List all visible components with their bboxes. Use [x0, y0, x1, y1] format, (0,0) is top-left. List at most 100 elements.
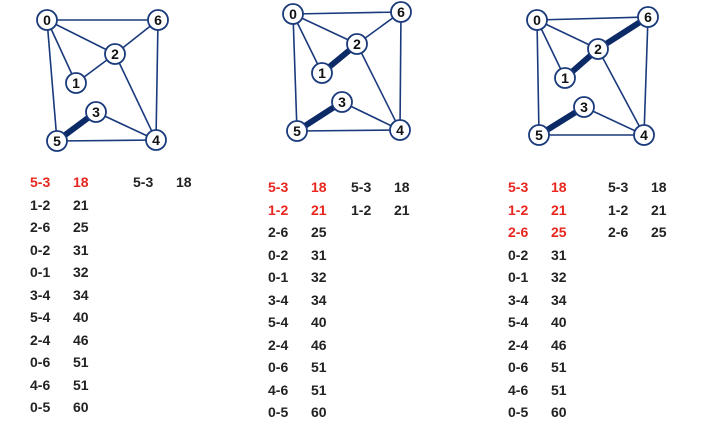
edge-name: 0-1: [268, 269, 289, 285]
node-6: 6: [390, 1, 412, 23]
node-3: 3: [573, 96, 595, 118]
edge-weight: 32: [551, 269, 567, 285]
node-label: 5: [53, 133, 61, 149]
node-label: 0: [43, 12, 51, 28]
edge-4-6: [155, 19, 159, 141]
edge-name: 1-2: [268, 201, 289, 218]
edge-weight: 21: [551, 201, 567, 218]
node-circle: [331, 91, 353, 113]
edge-weight: 18: [551, 179, 567, 195]
edge-name: 0-6: [508, 359, 529, 375]
edge-0-1: [46, 19, 77, 84]
edge-name: 5-3: [30, 174, 51, 190]
mst-edge-name: 5-3: [133, 174, 154, 190]
node-label: 4: [152, 132, 160, 148]
edge-weight: 31: [311, 246, 327, 263]
node-label: 1: [561, 70, 569, 86]
edge-0-2: [292, 13, 358, 45]
edge-weight: 25: [551, 224, 567, 240]
edge-weight: 40: [311, 314, 327, 330]
node-label: 3: [580, 99, 588, 115]
mst-edge-name: 5-3: [351, 179, 372, 195]
node-label: 0: [289, 6, 297, 22]
mst-edge-name: 5-3: [608, 179, 629, 195]
node-5: 5: [286, 120, 308, 142]
graph-diagram: 0 6 2 13 5 4: [36, 9, 169, 152]
node-circle: [104, 43, 126, 65]
edge-name: 1-2: [30, 196, 51, 213]
edge-2-4: [597, 48, 645, 136]
node-circle: [85, 101, 107, 123]
edge-weight: 31: [551, 246, 567, 263]
node-5: 5: [46, 130, 68, 152]
edge-weight: 18: [311, 179, 327, 195]
edge-name: 5-4: [268, 314, 289, 330]
node-label: 3: [338, 94, 346, 110]
edge-name: 3-4: [268, 291, 289, 308]
node-circle: [633, 124, 655, 146]
edge-name: 0-1: [30, 264, 51, 280]
edge-3-4: [95, 111, 157, 141]
edge-weight: 46: [311, 336, 327, 353]
edge-name: 0-2: [508, 246, 529, 263]
edge-weight: 46: [73, 331, 89, 348]
edge-weight: 32: [73, 264, 89, 280]
node-label: 5: [293, 123, 301, 139]
edge-name: 0-5: [268, 404, 289, 420]
edge-name: 0-2: [268, 246, 289, 263]
node-4: 4: [633, 124, 655, 146]
edge-0-6: [292, 11, 402, 15]
edge-name: 0-1: [508, 269, 529, 285]
edge-weight: 51: [73, 354, 89, 370]
edge-0-5: [536, 19, 540, 136]
node-3: 3: [331, 91, 353, 113]
edge-name: 2-4: [508, 336, 529, 353]
edge-name: 5-4: [508, 314, 529, 330]
node-1: 1: [311, 62, 333, 84]
edge-weight: 21: [311, 201, 327, 218]
node-label: 6: [397, 4, 405, 20]
edge-weight: 31: [73, 241, 89, 258]
node-circle: [587, 38, 609, 60]
mst-edge-name: 1-2: [608, 201, 629, 218]
edge-name: 2-6: [268, 224, 289, 240]
node-circle: [286, 120, 308, 142]
node-0: 0: [282, 3, 304, 25]
node-label: 1: [72, 75, 80, 91]
node-label: 6: [644, 9, 652, 25]
edge-name: 2-4: [268, 336, 289, 353]
node-circle: [554, 67, 576, 89]
node-label: 4: [640, 127, 648, 143]
edge-weight: 60: [311, 404, 327, 420]
edge-name: 5-3: [268, 179, 289, 195]
node-2: 2: [346, 33, 368, 55]
node-1: 1: [65, 72, 87, 94]
mst-edge-weight: 18: [651, 179, 667, 195]
edge-weight: 25: [73, 219, 89, 235]
edge-name: 2-4: [30, 331, 51, 348]
node-circle: [346, 33, 368, 55]
node-circle: [526, 9, 548, 31]
edge-weight: 21: [73, 196, 89, 213]
edge-name: 4-6: [508, 381, 529, 398]
edge-3-4: [583, 106, 645, 136]
node-circle: [147, 9, 169, 31]
edge-weight: 34: [311, 291, 327, 308]
node-circle: [637, 6, 659, 28]
edge-weight: 18: [73, 174, 89, 190]
node-label: 2: [353, 36, 361, 52]
edge-5-4: [296, 129, 401, 132]
edge-weight: 25: [311, 224, 327, 240]
edge-name: 3-4: [508, 291, 529, 308]
node-label: 2: [594, 41, 602, 57]
edge-name: 0-5: [30, 399, 51, 415]
mst-edge-weight: 21: [394, 201, 410, 218]
node-label: 3: [92, 104, 100, 120]
node-circle: [36, 9, 58, 31]
node-5: 5: [528, 124, 550, 146]
edge-weight: 60: [73, 399, 89, 415]
edge-name: 5-4: [30, 309, 51, 325]
node-4: 4: [145, 129, 167, 151]
edge-name: 2-6: [30, 219, 51, 235]
edge-name: 3-4: [30, 286, 51, 303]
